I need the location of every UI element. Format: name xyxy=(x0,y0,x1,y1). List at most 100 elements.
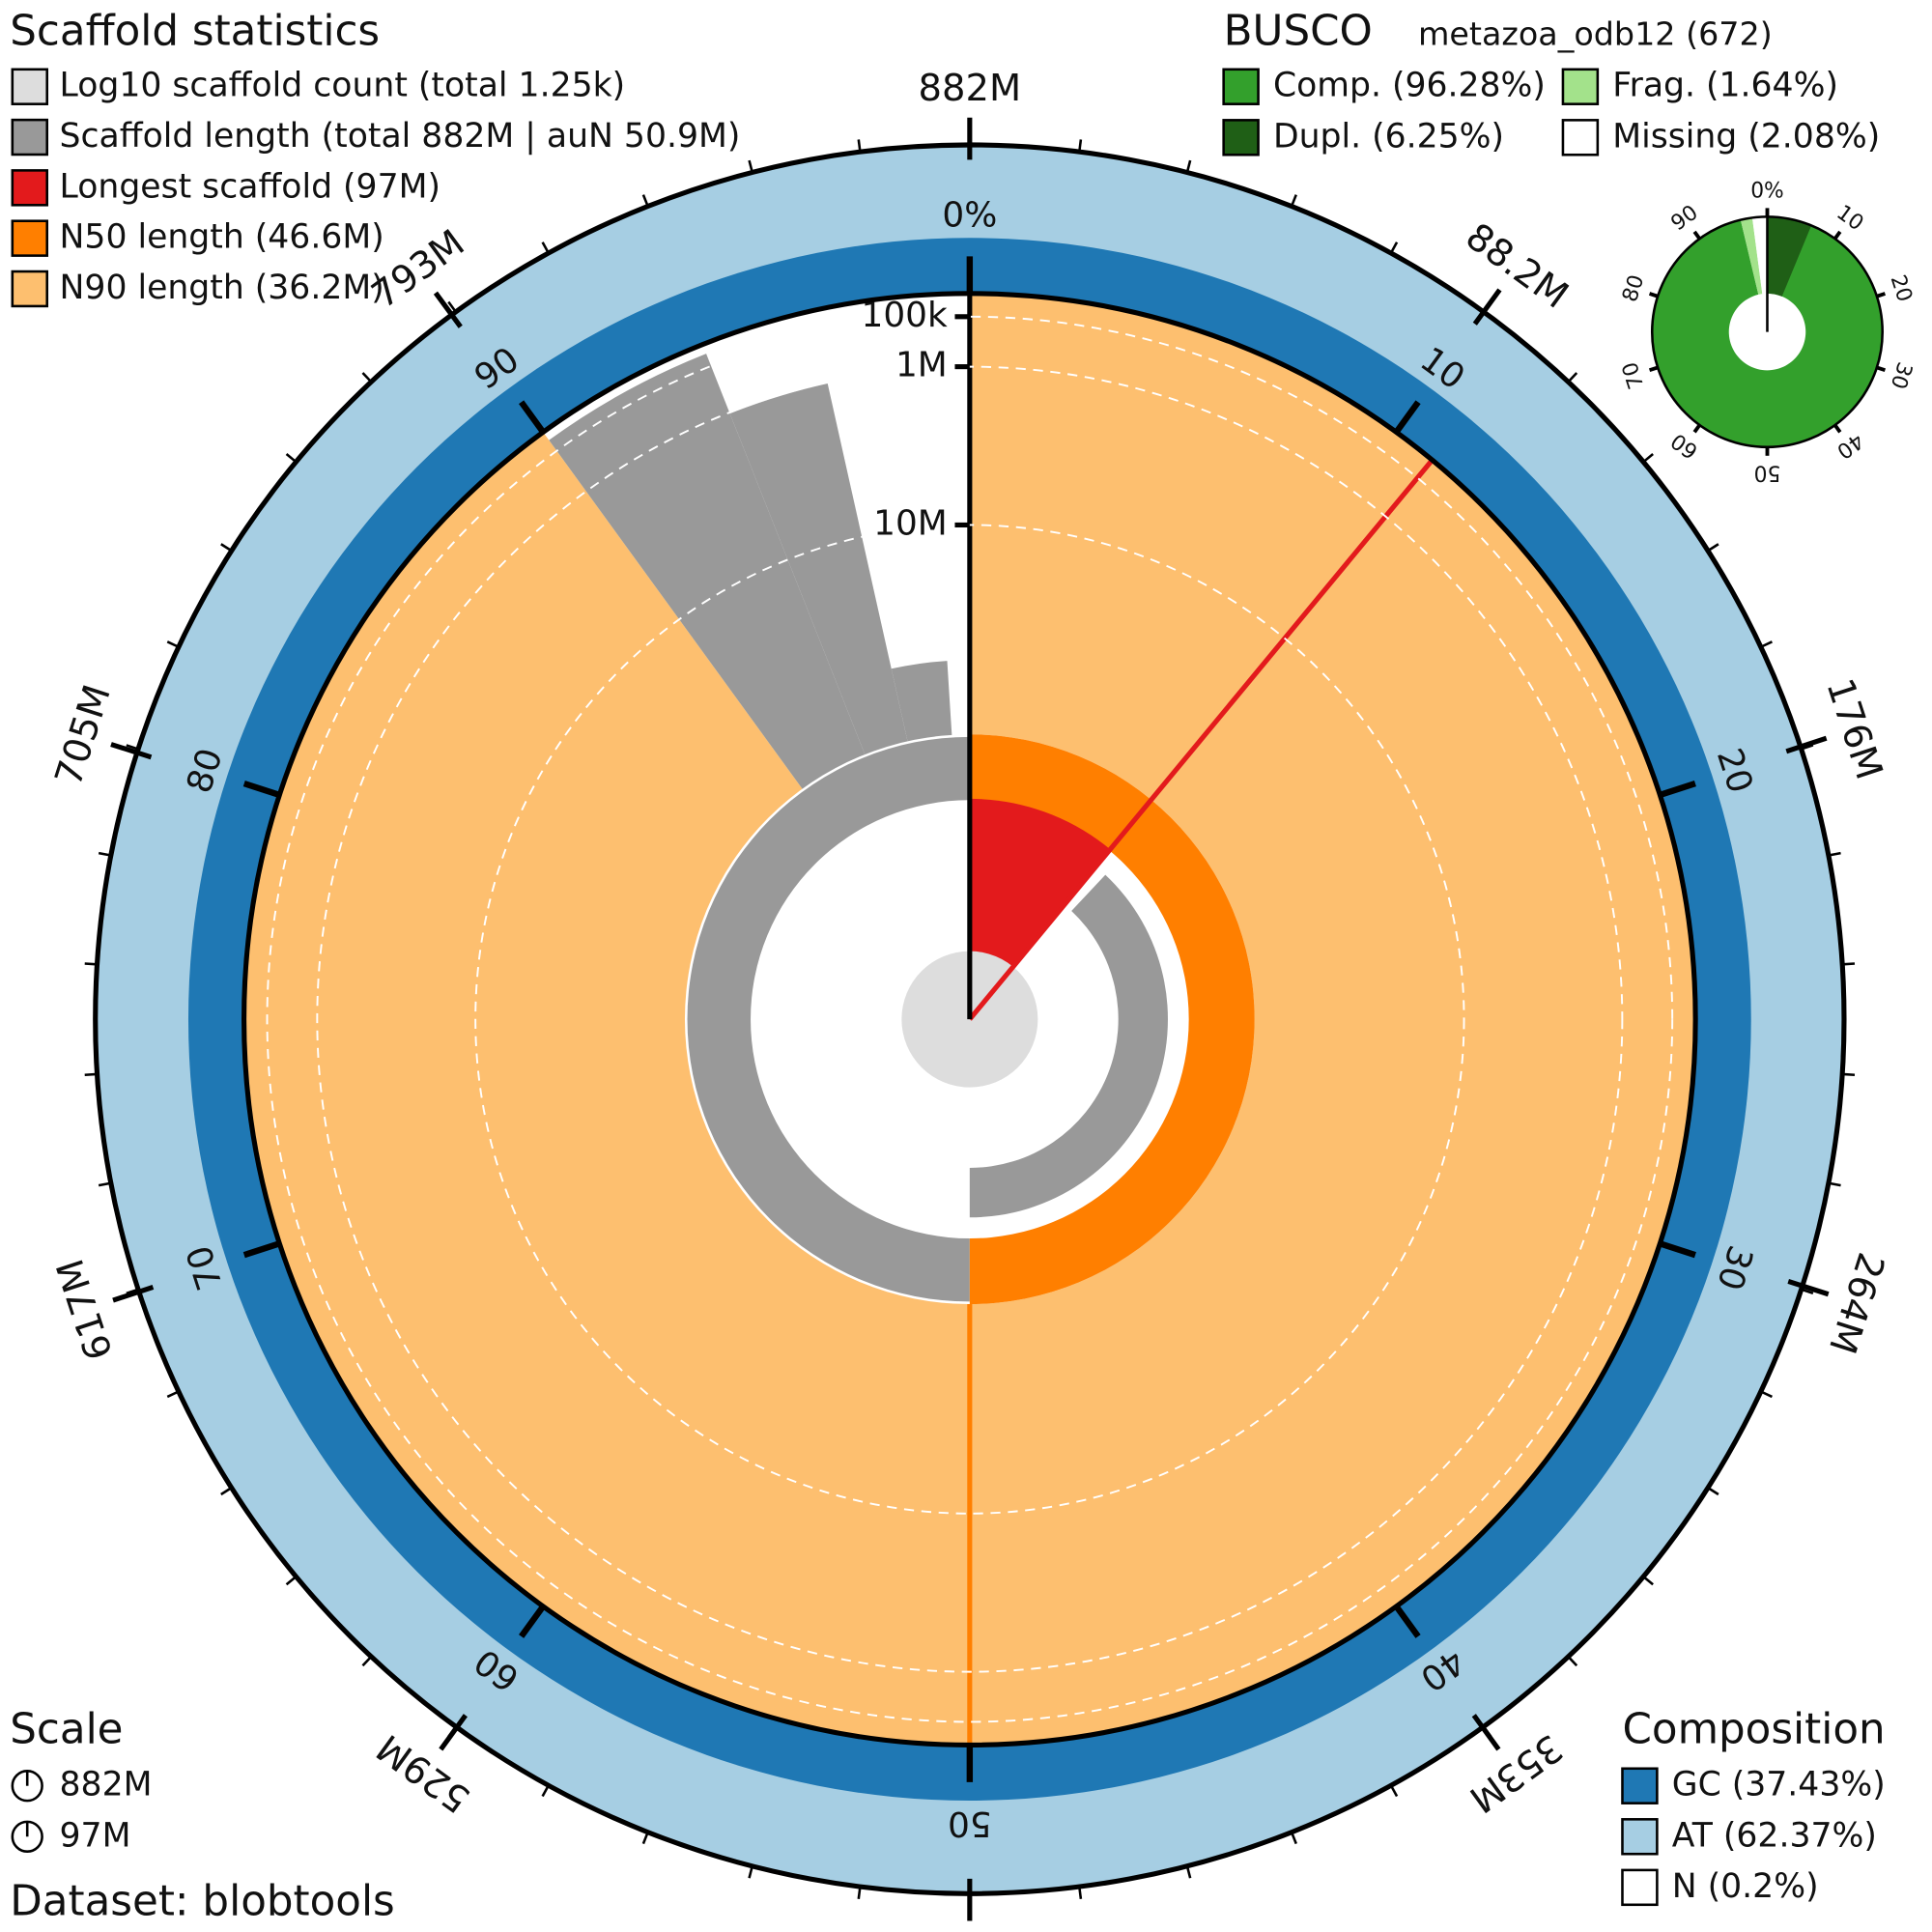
length-tick-label: 705M xyxy=(47,680,120,791)
minor-tick xyxy=(1389,242,1399,254)
busco-swatch xyxy=(1561,119,1600,156)
busco-tick-label: 70 xyxy=(1618,358,1649,391)
length-tick xyxy=(1787,1279,1830,1297)
composition-swatch xyxy=(1621,1818,1659,1856)
scale-title: Scale xyxy=(10,1705,123,1753)
busco-fragmented xyxy=(1740,217,1763,295)
stats-title: Scaffold statistics xyxy=(10,8,380,56)
busco-tick-label: 40 xyxy=(1832,428,1867,464)
busco-duplicated xyxy=(1767,216,1812,297)
percent-tick xyxy=(1659,1240,1696,1259)
grid-line xyxy=(266,315,1674,1723)
minor-tick xyxy=(1567,1656,1578,1667)
minor-tick xyxy=(1760,1390,1773,1399)
composition-label: GC (37.43%) xyxy=(1672,1766,1886,1804)
scale-label: 97M xyxy=(60,1816,131,1855)
minor-tick xyxy=(1389,1784,1399,1798)
longest-line xyxy=(967,458,1435,1021)
percent-tick xyxy=(519,1605,546,1638)
minor-tick xyxy=(1078,1886,1083,1899)
minor-tick xyxy=(1290,1832,1297,1845)
minor-tick xyxy=(126,744,139,751)
minor-tick xyxy=(220,543,233,553)
minor-tick xyxy=(166,640,180,648)
minor-tick xyxy=(1290,194,1297,208)
legend-swatch xyxy=(11,68,48,105)
minor-tick xyxy=(126,1288,139,1295)
composition-swatch xyxy=(1621,1767,1659,1804)
busco-subtitle: metazoa_odb12 (672) xyxy=(1418,15,1773,53)
busco-label: Dupl. (6.25%) xyxy=(1273,117,1504,156)
percent-tick xyxy=(242,781,281,799)
percent-tick xyxy=(1393,1605,1421,1638)
minor-tick xyxy=(285,1576,298,1586)
length-tick xyxy=(112,1285,155,1303)
composition-swatch xyxy=(1621,1868,1659,1907)
busco-tick xyxy=(1648,292,1659,298)
minor-tick xyxy=(1801,744,1814,751)
busco-tick-label: 10 xyxy=(1832,201,1867,237)
radial-tick-label: 10M xyxy=(873,503,948,543)
length-tick-label: 529M xyxy=(369,1725,478,1821)
legend-swatch xyxy=(11,219,48,257)
scaffold-length xyxy=(687,736,970,1302)
minor-tick xyxy=(1760,640,1773,648)
legend-label: Longest scaffold (97M) xyxy=(60,167,440,206)
minor-tick xyxy=(98,851,111,857)
busco-tick xyxy=(1876,365,1887,373)
length-tick xyxy=(439,1714,468,1751)
minor-tick xyxy=(541,242,550,254)
busco-swatch xyxy=(1561,68,1600,105)
busco-tick xyxy=(1833,230,1842,241)
busco-tick-label: 20 xyxy=(1886,272,1917,305)
busco-tick-label: 80 xyxy=(1618,272,1649,305)
minor-tick xyxy=(1567,372,1578,384)
minor-tick xyxy=(1642,1576,1654,1586)
busco-tick-label: 90 xyxy=(1666,201,1702,237)
busco-tick xyxy=(1692,230,1701,241)
minor-tick xyxy=(641,1832,649,1845)
legend-swatch xyxy=(11,270,48,308)
length-tick-label: 441M xyxy=(919,1928,1022,1932)
composition-label: N (0.2%) xyxy=(1672,1867,1819,1906)
n50-ring xyxy=(969,734,1255,1304)
minor-tick xyxy=(1185,1865,1192,1879)
minor-tick xyxy=(1842,1072,1856,1077)
length-tick-label: 617M xyxy=(48,1254,122,1365)
length-tick xyxy=(1471,1714,1501,1751)
minor-tick xyxy=(748,1865,753,1879)
minor-tick xyxy=(1842,962,1856,966)
length-tick-label: 353M xyxy=(1462,1725,1571,1821)
legend-label: N90 length (36.2M) xyxy=(60,269,384,307)
busco-label: Comp. (96.28%) xyxy=(1273,67,1546,105)
percent-tick xyxy=(242,1240,281,1259)
busco-label: Missing (2.08%) xyxy=(1612,117,1880,156)
percent-tick-label: 50 xyxy=(948,1804,992,1843)
length-tick-label: 882M xyxy=(919,67,1022,110)
minor-tick xyxy=(1828,1181,1841,1187)
minor-tick xyxy=(857,1886,862,1899)
length-tick-label: 264M xyxy=(1820,1247,1892,1358)
minor-tick xyxy=(361,1656,373,1667)
busco-tick-label: 30 xyxy=(1886,358,1917,391)
busco-missing xyxy=(1751,216,1768,295)
busco-swatch xyxy=(1222,119,1260,156)
scaffold-length xyxy=(969,874,1168,1218)
busco-tick xyxy=(1648,365,1659,373)
minor-tick xyxy=(98,1181,111,1187)
minor-tick xyxy=(1707,1487,1719,1496)
legend-label: N50 length (46.6M) xyxy=(60,218,384,257)
dataset: Dataset: blobtools xyxy=(10,1878,395,1926)
busco-complete xyxy=(1652,216,1883,447)
busco-tick-label: 50 xyxy=(1754,460,1781,484)
minor-tick xyxy=(220,1487,233,1496)
radial-tick-label: 1M xyxy=(895,346,948,385)
composition-title: Composition xyxy=(1622,1705,1885,1753)
length-tick xyxy=(1785,735,1828,754)
busco-tick xyxy=(1876,292,1887,298)
percent-tick xyxy=(1659,781,1696,799)
length-tick xyxy=(433,291,463,328)
scale-label: 882M xyxy=(60,1766,153,1804)
